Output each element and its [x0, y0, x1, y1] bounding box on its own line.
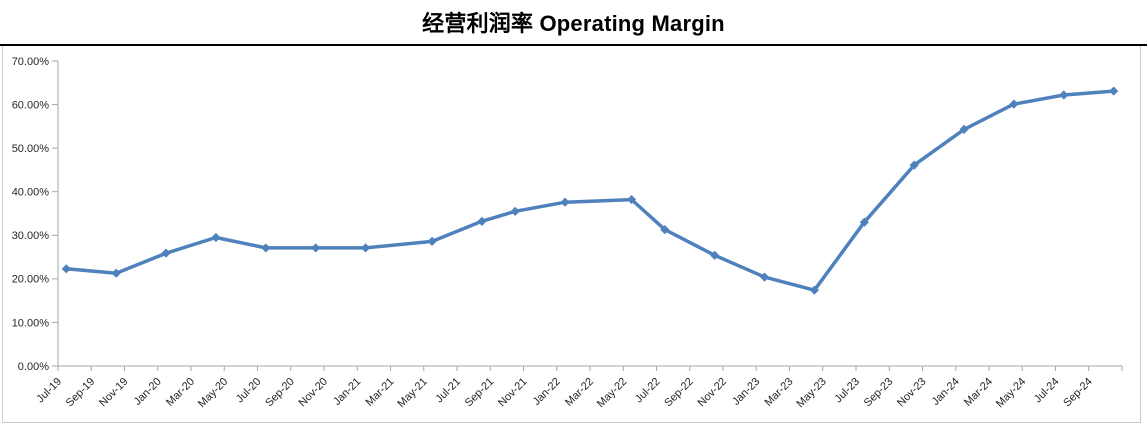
data-point-marker — [311, 243, 321, 253]
x-axis-label: Sep-23 — [862, 376, 896, 410]
y-axis-label: 0.00% — [18, 361, 49, 373]
x-axis-label: Jul-24 — [1032, 376, 1062, 406]
x-axis-label: Nov-19 — [97, 376, 131, 410]
series-line-operating-margin — [64, 89, 1116, 292]
x-axis-label: Sep-19 — [64, 376, 98, 410]
x-axis-label: Sep-24 — [1061, 376, 1095, 410]
title-underline — [0, 44, 1147, 46]
data-point-marker — [161, 248, 171, 258]
chart-title: 经营利润率 Operating Margin — [422, 11, 725, 36]
x-axis-label: Jan-20 — [132, 376, 164, 408]
x-axis-label: Jul-21 — [433, 376, 463, 406]
data-point-marker — [261, 243, 271, 253]
x-axis-label: Jul-19 — [34, 376, 64, 406]
x-axis-label: Sep-21 — [463, 376, 497, 410]
data-point-marker — [560, 197, 570, 207]
data-point-marker — [759, 272, 770, 282]
y-axis-label: 10.00% — [12, 317, 50, 329]
data-point-marker — [1109, 86, 1119, 96]
x-axis-label: Nov-22 — [696, 376, 730, 410]
x-axis-label: Sep-20 — [263, 376, 297, 410]
data-point-marker — [510, 206, 520, 216]
y-axis-label: 70.00% — [12, 56, 50, 68]
x-axis-label: May-23 — [794, 376, 828, 410]
y-axis-label: 20.00% — [12, 274, 50, 286]
x-axis-label: Jul-20 — [234, 376, 264, 406]
data-point-marker — [859, 217, 869, 227]
x-axis-label: Mar-24 — [962, 376, 995, 409]
x-axis-label: Sep-22 — [662, 376, 696, 410]
x-axis-label: Mar-20 — [164, 376, 197, 409]
x-axis-label: Jul-23 — [832, 376, 862, 406]
x-axis-label: May-22 — [595, 376, 629, 410]
x-axis-label: Jan-22 — [531, 376, 563, 408]
data-point-marker — [1009, 99, 1019, 109]
y-axis-label: 30.00% — [12, 230, 50, 242]
x-axis-label: Nov-20 — [297, 376, 331, 410]
chart-border — [2, 46, 1141, 423]
x-axis-label: Nov-23 — [895, 376, 929, 410]
data-point-marker — [909, 160, 919, 170]
data-point-marker — [477, 216, 487, 226]
data-point-marker — [710, 250, 720, 260]
data-point-marker — [360, 243, 371, 253]
x-axis-label: May-24 — [994, 376, 1028, 410]
x-axis-label: May-20 — [196, 376, 230, 410]
x-axis-label: Jan-24 — [930, 376, 962, 408]
x-axis-label: Jan-23 — [730, 376, 762, 408]
y-axis-label: 50.00% — [12, 143, 50, 155]
x-axis-label: Jan-21 — [331, 376, 363, 408]
data-point-marker — [959, 124, 969, 135]
data-point-marker — [427, 236, 437, 246]
data-point-marker — [809, 285, 820, 295]
y-axis-label: 60.00% — [12, 99, 50, 111]
data-point-marker — [111, 268, 121, 278]
data-point-marker — [1059, 90, 1069, 100]
x-axis-label: Mar-21 — [363, 376, 396, 409]
data-point-marker — [211, 232, 221, 243]
x-axis-label: May-21 — [395, 376, 429, 410]
x-axis-label: Jul-22 — [633, 376, 663, 406]
x-axis-label: Nov-21 — [496, 376, 530, 410]
data-point-marker — [626, 194, 637, 205]
y-axis-label: 40.00% — [12, 187, 50, 199]
data-point-marker — [660, 225, 670, 235]
data-point-marker — [61, 264, 71, 274]
x-axis-label: Mar-23 — [762, 376, 795, 409]
x-axis-label: Mar-22 — [563, 376, 596, 409]
